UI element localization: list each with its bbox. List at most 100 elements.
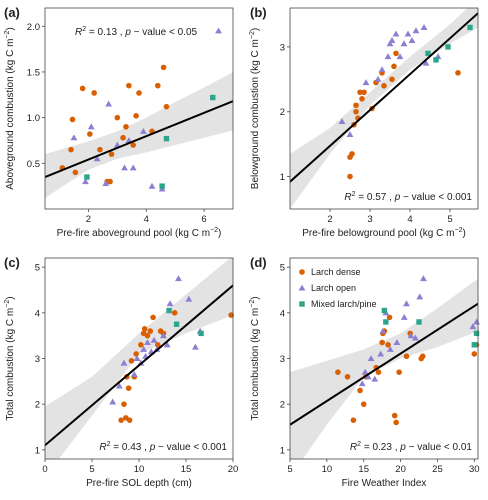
data-point (160, 332, 167, 339)
plot-frame (44, 7, 234, 210)
data-point (210, 94, 216, 101)
x-tick-label: 20 (395, 464, 406, 475)
legend-marker (299, 301, 305, 307)
legend: Larch dense Larch open Mixed larch/pine (298, 267, 377, 309)
data-point (347, 173, 353, 180)
legend-marker (298, 284, 306, 291)
data-point (378, 66, 386, 73)
x-axis-label: Pre-fire SOL depth (cm) (86, 478, 192, 489)
data-point (133, 351, 139, 357)
x-tick-label: 15 (358, 464, 369, 475)
data-point (159, 183, 165, 189)
data-point (403, 353, 410, 360)
data-point (381, 307, 388, 314)
y-tick-label: 0.5 (27, 159, 40, 170)
data-point (126, 82, 132, 89)
data-point (408, 37, 416, 43)
data-point (118, 417, 124, 423)
data-point (121, 164, 128, 171)
data-point (357, 89, 363, 96)
data-point (367, 355, 375, 362)
data-point (185, 295, 193, 302)
regression-line (290, 302, 478, 426)
data-point (107, 178, 113, 185)
data-point (105, 100, 113, 107)
y-tick-label: 1 (35, 445, 40, 456)
data-point (377, 350, 385, 357)
data-point (115, 382, 123, 389)
y-axis-label: Total combustion (kg C m−2) (4, 296, 16, 420)
data-point (155, 341, 161, 348)
panel-letter: (c) (4, 255, 20, 270)
regression-line (290, 12, 478, 183)
x-axis-label: Pre-fire aboveground pool (kg C m−2) (57, 227, 222, 239)
data-point (166, 307, 172, 314)
data-point (148, 182, 156, 189)
data-point (150, 314, 156, 321)
data-point (163, 103, 170, 110)
data-point (393, 50, 399, 57)
panel-c: 0 5 10 15 20 1 2 3 4 5 (c) Pre-fire SOL depth (cm) T… (4, 255, 238, 489)
data-point (140, 345, 148, 352)
data-point (108, 151, 115, 157)
stat-annotation: R2 = 0.57 , p − value < 0.001 (344, 191, 472, 203)
data-point (171, 310, 178, 316)
data-point (379, 327, 387, 334)
data-point (344, 373, 351, 380)
data-point (138, 341, 144, 348)
panel-letter: (a) (4, 5, 20, 20)
data-point (419, 353, 426, 360)
data-point (123, 123, 129, 130)
confidence-band (45, 71, 233, 199)
data-point (393, 419, 399, 426)
data-point (425, 50, 431, 57)
data-point (147, 328, 154, 334)
data-point (166, 300, 174, 307)
data-point (416, 293, 424, 300)
data-point (353, 108, 359, 115)
data-point (471, 342, 478, 348)
data-point (407, 332, 415, 339)
data-point (102, 180, 110, 186)
data-point (160, 64, 167, 71)
data-point (361, 89, 367, 96)
data-point (471, 351, 478, 357)
stat-annotation: R2 = 0.13 , p − value < 0.05 (75, 26, 198, 38)
data-point (141, 326, 148, 332)
y-tick-label: 2 (280, 400, 285, 411)
data-point (386, 314, 393, 321)
data-point (385, 341, 391, 348)
data-point (175, 275, 182, 282)
data-point (362, 79, 370, 86)
data-point (374, 75, 382, 82)
y-tick-label: 1 (280, 445, 285, 456)
data-point (79, 85, 86, 92)
data-point (144, 332, 151, 339)
y-tick-label: 5 (280, 263, 285, 274)
x-tick-label: 5 (447, 214, 452, 225)
data-point (357, 387, 363, 394)
x-tick-label: 5 (287, 464, 292, 475)
data-point (129, 164, 137, 171)
data-point (133, 113, 139, 119)
panel-d: 5 10 15 20 25 30 1 2 3 4 5 (d) Fire Weather Index Tot… (249, 255, 480, 489)
y-tick-label: 3 (35, 354, 40, 365)
y-tick-label: 4 (280, 308, 285, 319)
data-point (70, 134, 78, 141)
x-tick-label: 3 (367, 214, 372, 225)
regression-line (45, 100, 233, 178)
data-point (215, 27, 222, 34)
data-point (133, 355, 141, 362)
y-tick-label: 4 (35, 308, 40, 319)
data-point (473, 330, 480, 337)
panel-b: 2 3 4 5 1 2 3 (b) Pre-fire belowground pool (kg … (249, 5, 479, 239)
data-point (87, 131, 93, 137)
data-point (411, 334, 419, 341)
confidence-band (290, 8, 478, 209)
data-point (87, 123, 95, 130)
data-point (150, 336, 158, 343)
data-point (455, 70, 461, 76)
x-tick-label: 5 (89, 464, 94, 475)
stat-annotation: R2 = 0.43 , p − value < 0.001 (99, 441, 227, 453)
